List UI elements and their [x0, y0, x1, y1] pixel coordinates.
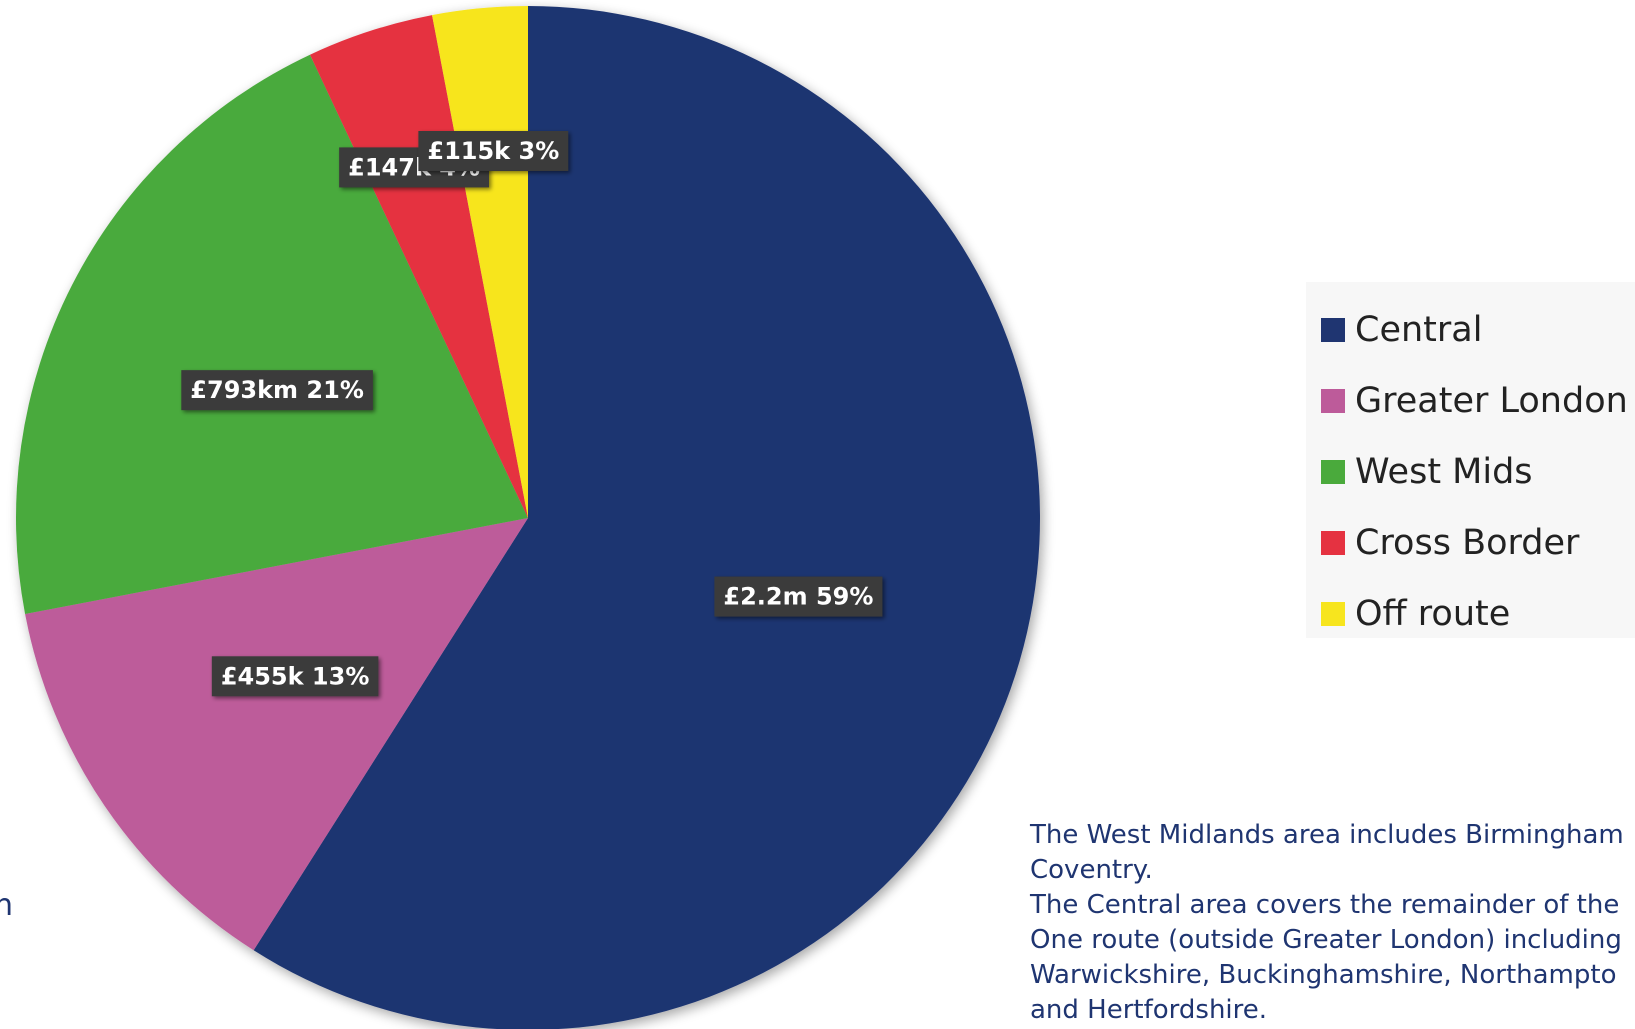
legend-swatch [1321, 317, 1345, 342]
pie-slice-west-mids [15, 54, 528, 614]
legend-label: Cross Border [1355, 522, 1580, 563]
data-label-text: £793km 21% [190, 376, 364, 404]
legend-label: Greater London [1355, 380, 1628, 421]
legend-item-west-mids: West Mids [1321, 436, 1635, 507]
legend-item-cross-border: Cross Border [1321, 507, 1635, 578]
legend-item-central: Central [1321, 294, 1635, 365]
legend-item-greater-london: Greater London [1321, 365, 1635, 436]
legend-swatch [1321, 388, 1345, 413]
note-line: Coventry. [1030, 855, 1153, 885]
legend-label: Central [1355, 309, 1483, 350]
data-label-text: £2.2m 59% [723, 583, 873, 611]
data-label-background [181, 370, 373, 411]
data-label-text: £115k 3% [427, 137, 559, 165]
note-line: The Central area covers the remainder of… [1030, 890, 1620, 920]
legend-label: Off route [1355, 593, 1511, 634]
pie-slice-labels: £2.2m 59%£455k 13%£793km 21%£147k 4%£115… [181, 130, 883, 697]
chart-notes: The West Midlands area includes Birmingh… [1030, 818, 1635, 1028]
legend-swatch [1321, 530, 1345, 555]
note-line: One route (outside Greater London) inclu… [1030, 925, 1622, 955]
data-label: £793km 21% [181, 370, 373, 411]
note-line: The West Midlands area includes Birmingh… [1030, 820, 1624, 850]
pie-slice-cross-border [310, 15, 528, 518]
data-label-text: £455k 13% [221, 662, 370, 690]
pie-slices [15, 6, 1040, 1029]
clipped-text-fragment: n [0, 888, 14, 923]
data-label: £2.2m 59% [714, 576, 883, 617]
data-label-background [211, 656, 379, 697]
legend-label: West Mids [1355, 451, 1533, 492]
chart-legend: Central Greater London West Mids Cross Bord… [1306, 282, 1635, 638]
note-line: and Hertfordshire. [1030, 995, 1268, 1025]
pie-slice-central [253, 6, 1040, 1029]
data-label: £115k 3% [418, 130, 569, 171]
legend-swatch [1321, 459, 1345, 484]
legend-item-off-route: Off route [1321, 578, 1635, 649]
pie-slice-greater-london [25, 518, 528, 951]
data-label-background [714, 576, 883, 617]
legend-swatch [1321, 601, 1345, 626]
data-label: £455k 13% [211, 656, 379, 697]
data-label-background [418, 130, 569, 171]
note-line: Warwickshire, Buckinghamshire, Northampt… [1030, 960, 1617, 990]
